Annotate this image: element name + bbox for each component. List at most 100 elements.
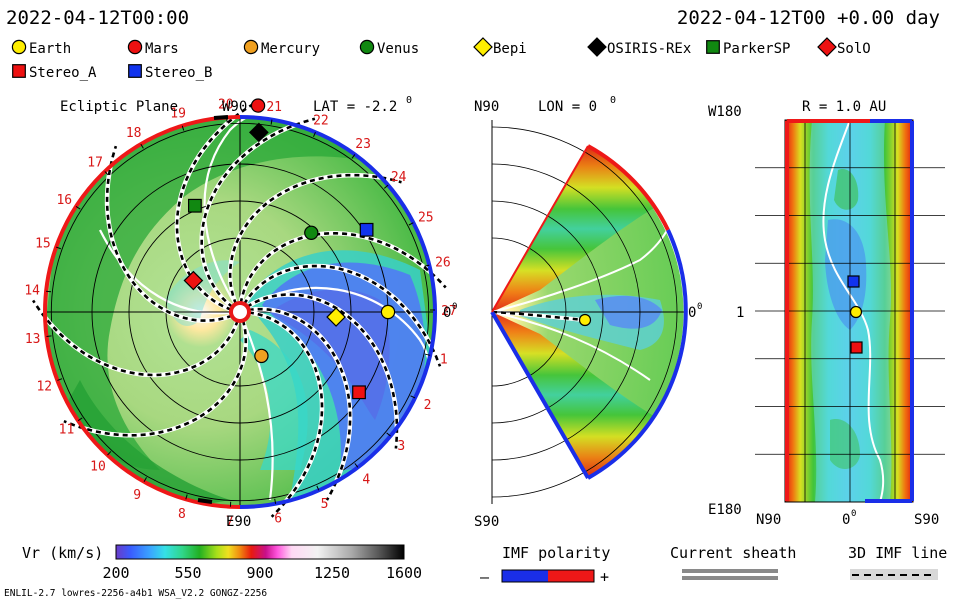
carrington-tick-label: 16 — [56, 193, 72, 208]
stereo-b-marker — [847, 275, 860, 288]
radial-x-mid-superscript: 0 — [851, 509, 856, 519]
carrington-tick — [425, 353, 431, 356]
carrington-tick-label: 15 — [35, 236, 51, 251]
carrington-tick-label: 17 — [87, 155, 103, 170]
imf-line — [248, 311, 324, 518]
ecliptic-right-superscript: 0 — [452, 302, 457, 312]
imf-line — [243, 264, 442, 367]
meridional-lon-label: LON = 0 — [538, 99, 597, 115]
legend-label-bepi: Bepi — [493, 41, 527, 57]
imf-line — [246, 293, 399, 449]
sector-boundary — [197, 115, 229, 504]
imf-line — [63, 320, 248, 437]
imf-positive-swatch — [548, 570, 594, 582]
stereo-a-marker — [850, 341, 863, 354]
legend-marker-parkersp — [706, 40, 720, 54]
imf-line — [32, 299, 239, 377]
imf-plus-label: + — [600, 568, 609, 586]
current-sheath-line — [492, 219, 673, 313]
carrington-tick-label: 5 — [321, 497, 329, 512]
imf-line — [228, 173, 402, 305]
legend-marker-osiris-rex — [587, 37, 607, 57]
carrington-tick-label: 8 — [178, 507, 186, 522]
radial-rim-positive — [865, 119, 914, 503]
carrington-tick — [313, 131, 316, 137]
meridional-side-edge — [491, 145, 589, 313]
imf-minus-label: – — [480, 568, 490, 586]
legend-marker-solo — [817, 37, 837, 57]
carrington-tick — [351, 154, 356, 159]
meridional-side-edge — [490, 310, 590, 480]
carrington-tick — [181, 125, 185, 131]
high-speed-south — [492, 312, 668, 478]
meridional-bottom-label: S90 — [474, 514, 499, 530]
carrington-tick — [270, 119, 273, 125]
ecliptic-objects — [183, 98, 396, 400]
carrington-tick-label: 14 — [24, 284, 40, 299]
meridional-lon-superscript: 0 — [610, 95, 616, 106]
green-patch — [830, 419, 860, 470]
colorbar-label: Vr (km/s) — [22, 544, 103, 562]
slow-wind-region — [45, 117, 360, 470]
imf-polarity-legend: IMF polarity – + — [480, 544, 610, 586]
venus-marker — [304, 225, 319, 241]
colorbar-tick-label: 200 — [102, 564, 129, 582]
sun — [229, 301, 251, 323]
current-sheath-line — [99, 229, 241, 315]
carrington-tick-label: 18 — [126, 126, 142, 141]
imf-line — [105, 145, 233, 322]
carrington-tick — [408, 222, 414, 226]
legend-marker-stereo-a — [12, 64, 26, 78]
object-legend: Earth Mars Mercury Venus Bepi OSIRIS-REx Parke… — [11, 37, 871, 81]
meridional-grid — [491, 126, 684, 498]
carrington-tick — [354, 463, 359, 468]
colorbar-tick-label: 1600 — [386, 564, 422, 582]
legend-label-stereo-a: Stereo_A — [29, 65, 97, 81]
imf-line — [200, 117, 316, 309]
carrington-tick — [274, 498, 277, 504]
carrington-tick-label: 27 — [441, 304, 457, 319]
current-sheath-legend: Current sheath — [670, 544, 796, 580]
carrington-tick-label: 24 — [391, 170, 407, 185]
carrington-tick-label: 6 — [274, 512, 282, 527]
radial-panel: R = 1.0 AU W180 E180 1 N90 0 0 S90 — [708, 99, 945, 528]
legend-label-osiris-rex: OSIRIS-REx — [607, 41, 691, 57]
carrington-tick — [185, 494, 188, 500]
ecliptic-lat-superscript: 0 — [406, 95, 412, 106]
velocity-colorbar: Vr (km/s) 200 550 900 1250 1600 — [22, 544, 422, 582]
legend-label-solo: SolO — [837, 41, 871, 57]
osiris-rex-marker — [249, 122, 269, 143]
carrington-tick-label: 10 — [90, 459, 106, 474]
meridional-right-superscript: 0 — [697, 302, 702, 312]
colorbar-tick-label: 1250 — [314, 564, 350, 582]
imf-swatch-frame — [501, 569, 595, 583]
high-speed-north — [492, 146, 668, 312]
legend-marker-earth — [11, 39, 27, 55]
current-sheath-swatch — [682, 576, 778, 580]
header-right-time: 2022-04-12T00 +0.00 day — [677, 7, 940, 29]
ecliptic-top-label: W90 — [222, 99, 247, 115]
imf-line-legend: 3D IMF line — [848, 544, 947, 580]
carrington-tick — [55, 246, 62, 250]
earth-marker — [578, 313, 592, 327]
meridional-panel: N90 LON = 0 0 S90 0 0 — [474, 95, 702, 530]
imf-polarity-label: IMF polarity — [502, 544, 610, 562]
imf-polarity-rim-positive — [239, 115, 437, 509]
carrington-tick — [316, 485, 320, 491]
meridional-top-label: N90 — [474, 99, 499, 115]
carrington-tick-label: 19 — [170, 106, 186, 121]
radial-bottom-left-label: E180 — [708, 502, 742, 518]
mercury-marker — [254, 348, 269, 364]
legend-marker-mars — [127, 39, 143, 55]
carrington-tick — [77, 417, 83, 422]
ecliptic-bottom-label: E90 — [226, 514, 251, 530]
solo-marker — [183, 270, 204, 291]
fast-wind-cyan-arm — [240, 330, 308, 470]
mars-marker — [250, 98, 266, 113]
carrington-tick-label: 1 — [440, 352, 448, 367]
radial-x-right-label: S90 — [914, 512, 939, 528]
imf-line-label: 3D IMF line — [848, 544, 947, 562]
radial-x-left-label: N90 — [756, 512, 781, 528]
legend-label-earth: Earth — [29, 41, 71, 57]
